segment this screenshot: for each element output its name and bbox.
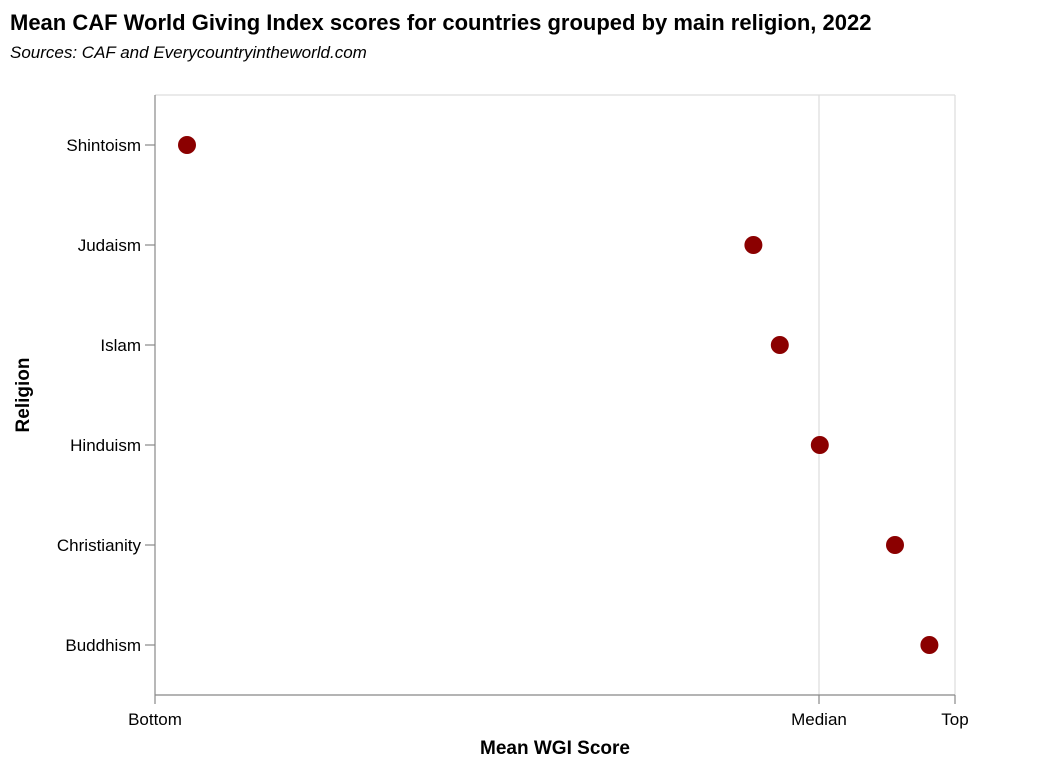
y-tick-label-buddhism: Buddhism	[65, 636, 141, 655]
data-points	[178, 136, 939, 654]
plot-area: Shintoism Judaism Islam Hinduism Christianit…	[57, 94, 969, 729]
y-axis-title: Religion	[13, 358, 34, 433]
x-axis-title: Mean WGI Score	[480, 738, 630, 759]
y-tick-label-christianity: Christianity	[57, 536, 142, 555]
point-islam	[770, 336, 789, 354]
y-tick-label-hinduism: Hinduism	[70, 436, 141, 455]
chart-subtitle: Sources: CAF and Everycountryintheworld.…	[10, 43, 367, 62]
point-shintoism	[178, 136, 196, 154]
x-tick-label-bottom: Bottom	[128, 710, 182, 729]
gridlines	[155, 94, 956, 695]
point-buddhism	[920, 636, 939, 654]
chart-title: Mean CAF World Giving Index scores for c…	[10, 10, 871, 35]
x-tick-label-median: Median	[791, 710, 847, 729]
point-christianity	[886, 536, 904, 554]
point-judaism	[744, 236, 763, 254]
x-tick-label-top: Top	[941, 710, 968, 729]
y-tick-label-islam: Islam	[100, 336, 141, 355]
x-axis: Bottom Median Top	[128, 694, 969, 729]
y-axis: Shintoism Judaism Islam Hinduism Christianit…	[57, 95, 156, 695]
y-tick-label-shintoism: Shintoism	[66, 136, 141, 155]
y-tick-label-judaism: Judaism	[78, 236, 141, 255]
point-hinduism	[810, 436, 829, 454]
